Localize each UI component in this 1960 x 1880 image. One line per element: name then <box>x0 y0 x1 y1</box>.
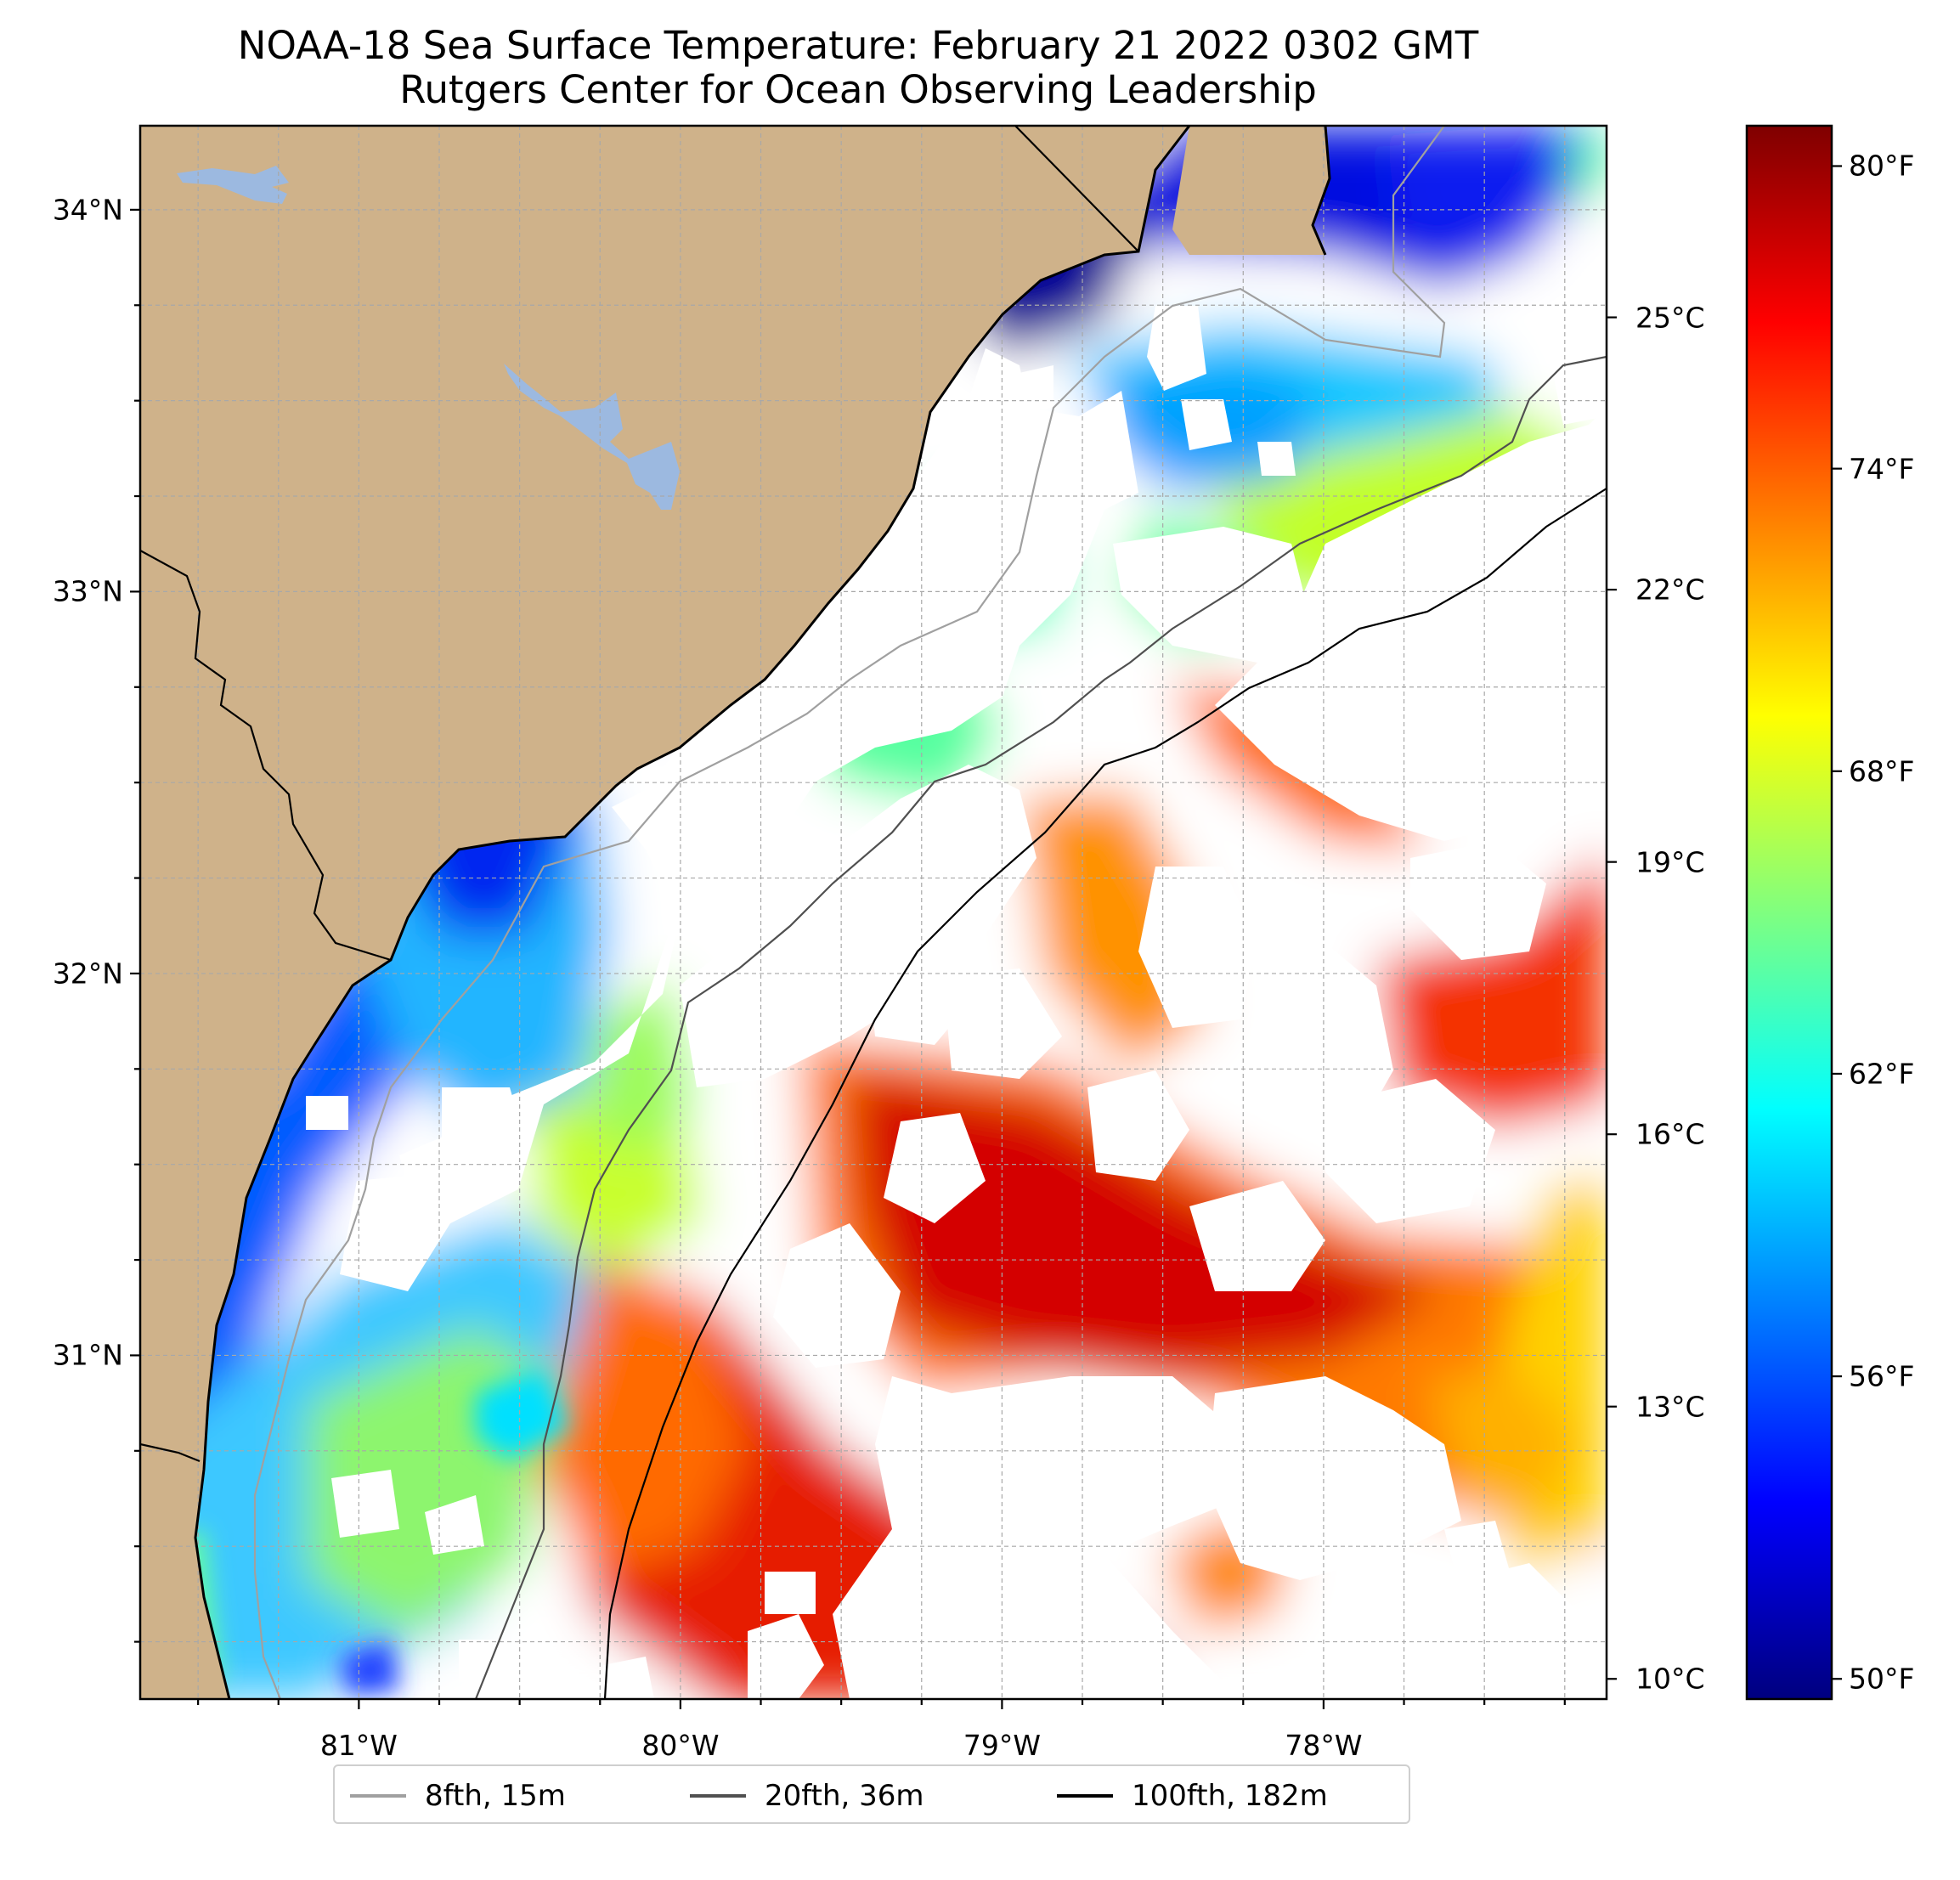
map-gridlines <box>140 126 1607 1699</box>
legend-item-100fth: 100fth, 182m <box>1057 1766 1328 1826</box>
colorbar-label-c: 16°C <box>1635 1117 1705 1151</box>
colorbar-label-c: 25°C <box>1635 301 1705 335</box>
land-area-north <box>1172 126 1330 255</box>
lon-tick-label: 78°W <box>1285 1729 1363 1762</box>
lon-tick-label: 79°W <box>963 1729 1041 1762</box>
coastline <box>140 126 1331 1699</box>
isobath-100fth <box>603 488 1607 1699</box>
isobath-8fth <box>253 126 1446 1699</box>
colorbar-label-f: 62°F <box>1849 1057 1915 1091</box>
legend-label: 8fth, 15m <box>425 1779 566 1813</box>
colorbar <box>1745 124 1833 1701</box>
lat-tick-label: 34°N <box>52 193 123 227</box>
colorbar-label-c: 13°C <box>1635 1390 1705 1424</box>
isobath-20fth <box>474 355 1607 1699</box>
legend-label: 20fth, 36m <box>765 1779 924 1813</box>
colorbar-label-c: 19°C <box>1635 845 1705 879</box>
colorbar-ticks <box>1607 165 1842 1680</box>
colorbar-label-f: 68°F <box>1849 754 1915 788</box>
colorbar-label-f: 56°F <box>1849 1359 1915 1393</box>
map-title: NOAA-18 Sea Surface Temperature: Februar… <box>237 23 1479 68</box>
legend-label: 100fth, 182m <box>1132 1779 1328 1813</box>
lat-tick-label: 31°N <box>52 1338 123 1372</box>
colorbar-label-c: 10°C <box>1635 1662 1705 1696</box>
colorbar-label-c: 22°C <box>1635 573 1705 607</box>
lat-tick-label: 33°N <box>52 574 123 608</box>
isobath-legend: 8fth, 15m 20fth, 36m 100fth, 182m <box>333 1764 1410 1824</box>
isobaths <box>253 126 1607 1699</box>
legend-item-20fth: 20fth, 36m <box>690 1766 924 1826</box>
legend-line <box>690 1794 746 1798</box>
colorbar-label-f: 50°F <box>1849 1662 1915 1696</box>
legend-line <box>350 1794 406 1798</box>
colorbar-label-f: 80°F <box>1849 149 1915 183</box>
land-area <box>140 126 1189 1699</box>
colorbar-label-f: 74°F <box>1849 452 1915 486</box>
legend-line <box>1057 1794 1113 1798</box>
lat-tick-label: 32°N <box>52 957 123 991</box>
map-frame <box>138 124 1608 1701</box>
map-subtitle: Rutgers Center for Ocean Observing Leade… <box>399 67 1317 112</box>
inland-lake-marion <box>177 166 289 204</box>
inland-lake-moultrie <box>504 364 680 510</box>
lon-tick-label: 80°W <box>641 1729 720 1762</box>
lon-tick-label: 81°W <box>319 1729 398 1762</box>
legend-item-8fth: 8fth, 15m <box>350 1766 566 1826</box>
axis-ticks <box>130 208 1566 1709</box>
